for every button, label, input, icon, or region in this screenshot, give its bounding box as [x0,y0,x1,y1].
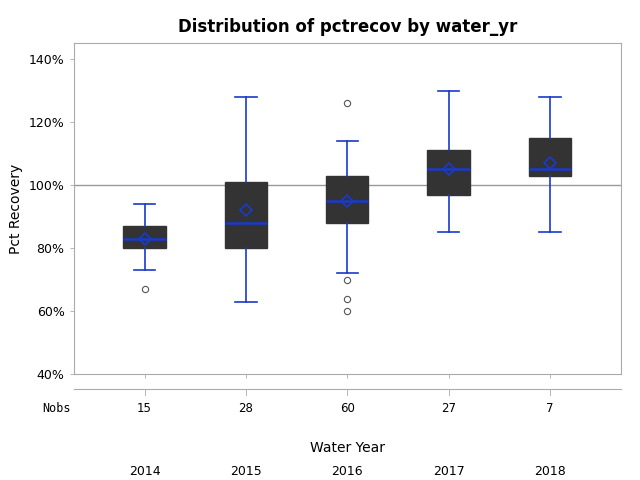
Text: 2014: 2014 [129,465,161,478]
Title: Distribution of pctrecov by water_yr: Distribution of pctrecov by water_yr [177,18,517,36]
PathPatch shape [326,176,369,223]
Text: 2018: 2018 [534,465,566,478]
Text: 2016: 2016 [332,465,363,478]
Text: Nobs: Nobs [42,402,70,415]
Text: 2015: 2015 [230,465,262,478]
Text: 60: 60 [340,402,355,415]
Text: 2017: 2017 [433,465,465,478]
PathPatch shape [428,150,470,194]
PathPatch shape [124,226,166,248]
PathPatch shape [529,138,571,176]
Text: 7: 7 [546,402,554,415]
Text: Water Year: Water Year [310,441,385,456]
Y-axis label: Pct Recovery: Pct Recovery [9,164,23,254]
Text: 15: 15 [137,402,152,415]
Text: 27: 27 [441,402,456,415]
PathPatch shape [225,182,267,248]
Text: 28: 28 [239,402,253,415]
